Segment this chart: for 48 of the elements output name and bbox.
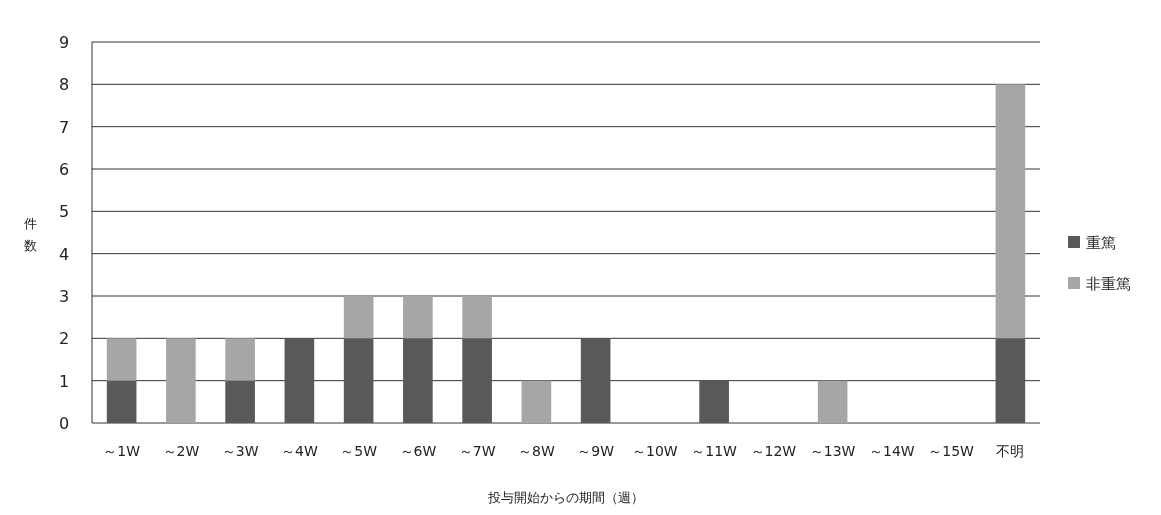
y-tick-label: 0 <box>58 414 70 433</box>
bar <box>995 84 1026 339</box>
x-tick-label: ～6W <box>399 443 437 459</box>
bar <box>403 296 433 339</box>
bar <box>462 338 492 423</box>
y-tick-label: 9 <box>58 33 70 52</box>
bar <box>166 338 196 423</box>
bar <box>225 380 255 423</box>
legend-label: 重篤 <box>1086 234 1116 252</box>
x-tick-label: ～1W <box>103 443 141 459</box>
y-tick-label: 2 <box>58 329 70 349</box>
bar <box>106 338 137 381</box>
x-tick-label: ～14W <box>869 443 915 459</box>
y-tick-label: 8 <box>58 75 70 95</box>
bar <box>343 296 374 339</box>
bar <box>817 380 848 423</box>
x-tick-label: ～10W <box>632 443 678 459</box>
x-tick-label: ～15W <box>928 443 975 459</box>
y-tick-label: 4 <box>58 244 70 264</box>
bar <box>106 380 137 423</box>
x-tick-label: ～4W <box>281 443 318 459</box>
y-tick-label: 5 <box>58 202 70 222</box>
legend-label: 非重篤 <box>1086 275 1131 293</box>
x-tick-label: ～13W <box>809 443 856 459</box>
x-tick-label: ～5W <box>340 443 378 459</box>
bar <box>343 338 374 423</box>
bar <box>995 338 1026 423</box>
bar <box>580 338 611 423</box>
x-tick-label: ～9W <box>577 443 615 459</box>
x-tick-label: ～12W <box>750 443 797 459</box>
x-tick-label: ～8W <box>518 443 555 459</box>
y-tick-label: 6 <box>58 160 70 179</box>
y-tick-label: 7 <box>58 117 70 137</box>
x-tick-label: ～11W <box>691 443 738 459</box>
x-tick-label: ～7W <box>458 443 496 459</box>
bar <box>284 338 315 423</box>
y-tick-label: 3 <box>58 287 70 306</box>
y-tick-label: 1 <box>58 371 70 391</box>
x-tick-label: ～3W <box>221 443 259 459</box>
bar <box>699 380 729 423</box>
bar <box>462 296 492 339</box>
x-tick-label: 不明 <box>996 443 1025 459</box>
x-tick-label: ～2W <box>162 443 200 459</box>
bar <box>403 338 433 423</box>
x-axis-title: 投与開始からの期間（週） <box>487 490 644 505</box>
bar <box>521 380 552 423</box>
y-axis-title: 件数 <box>23 216 37 253</box>
bar <box>225 338 255 381</box>
